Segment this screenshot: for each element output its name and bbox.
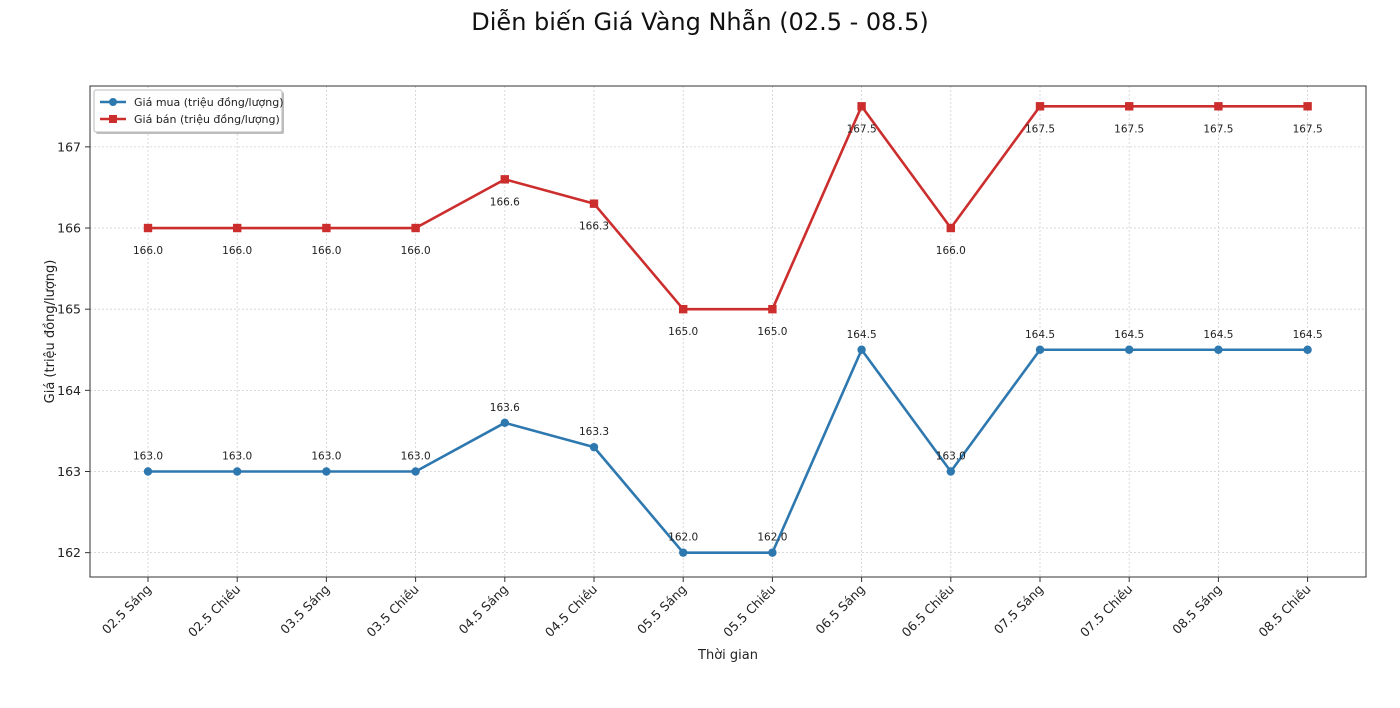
data-label: 167.5 (1114, 123, 1144, 135)
data-label: 163.0 (401, 450, 431, 462)
data-point-sell (1303, 102, 1312, 111)
data-point-buy (679, 548, 688, 557)
legend-marker-circle (109, 98, 117, 106)
x-tick-label: 02.5 Chiều (185, 582, 243, 640)
series-line-1 (148, 104, 1308, 311)
data-point-sell (1214, 102, 1223, 111)
x-tick-label: 06.5 Chiều (899, 582, 957, 640)
data-label: 164.5 (1293, 329, 1323, 341)
y-tick-label: 163 (57, 464, 81, 479)
data-point-buy (143, 467, 153, 476)
data-label: 164.5 (1025, 329, 1055, 341)
data-point-sell (233, 223, 242, 233)
data-label: 164.5 (1114, 329, 1144, 341)
data-point-sell (589, 199, 599, 208)
x-tick-label: 06.5 Sáng (812, 582, 867, 637)
data-label: 163.0 (936, 450, 966, 462)
x-tick-label: 07.5 Chiều (1077, 582, 1135, 640)
data-point-buy (1035, 345, 1045, 354)
data-point-buy (946, 467, 955, 476)
legend-box (93, 89, 283, 133)
y-tick-label: 166 (57, 221, 81, 236)
y-axis-label: Giá (triệu đồng/lượng) (43, 260, 58, 404)
data-label: 167.5 (1203, 123, 1233, 135)
data-label: 167.5 (1293, 123, 1323, 135)
y-tick-label: 165 (57, 302, 81, 317)
x-tick-label: 03.5 Chiều (363, 582, 421, 640)
legend-entry: Giá bán (triệu đồng/lượng) (134, 113, 280, 126)
data-label: 165.0 (668, 326, 698, 338)
data-point-buy (589, 442, 599, 452)
data-point-buy (233, 467, 242, 476)
data-point-sell (411, 223, 420, 233)
data-label: 163.0 (222, 450, 252, 462)
data-point-buy (1125, 345, 1134, 354)
data-label: 162.0 (757, 532, 787, 544)
data-point-sell (946, 223, 955, 233)
data-point-sell (857, 102, 866, 111)
data-label: 163.0 (311, 450, 341, 462)
data-point-sell (143, 223, 153, 233)
data-point-buy (1214, 345, 1223, 354)
data-point-sell (768, 304, 777, 314)
legend-entry: Giá mua (triệu đồng/lượng) (134, 96, 284, 109)
data-label: 166.6 (490, 196, 520, 208)
data-point-buy (768, 548, 777, 557)
data-label: 162.0 (668, 532, 698, 544)
x-tick-label: 08.5 Sáng (1169, 582, 1224, 637)
x-tick-label: 03.5 Sáng (277, 582, 332, 637)
data-label: 164.5 (1203, 329, 1233, 341)
plot-frame (89, 85, 1367, 578)
data-label: 166.0 (401, 245, 431, 257)
data-label: 164.5 (847, 329, 877, 341)
data-point-buy (500, 418, 509, 428)
data-label: 166.0 (936, 245, 966, 257)
x-axis-label: Thời gian (697, 648, 758, 663)
data-point-sell (679, 304, 688, 314)
data-label: 163.0 (133, 450, 163, 462)
y-tick-label: 164 (57, 383, 81, 398)
data-point-sell (322, 223, 331, 233)
series-line-0 (148, 348, 1308, 554)
data-label: 166.0 (133, 245, 163, 257)
data-point-buy (411, 467, 420, 476)
x-tick-label: 08.5 Chiều (1255, 582, 1313, 640)
data-label: 163.6 (490, 402, 520, 414)
x-tick-label: 02.5 Sáng (99, 582, 154, 637)
data-point-buy (857, 345, 866, 354)
data-point-buy (1303, 345, 1312, 354)
data-label: 166.0 (222, 245, 252, 257)
data-point-sell (1125, 102, 1134, 111)
data-label: 165.0 (757, 326, 787, 338)
data-point-sell (500, 175, 509, 184)
x-tick-label: 04.5 Sáng (456, 582, 511, 637)
y-tick-label: 167 (57, 139, 81, 154)
x-tick-label: 04.5 Chiều (542, 582, 600, 640)
data-label: 163.3 (579, 426, 609, 438)
x-tick-label: 05.5 Chiều (720, 582, 778, 640)
data-label: 166.0 (311, 245, 341, 257)
data-point-sell (1035, 102, 1045, 111)
data-label: 166.3 (579, 221, 609, 233)
data-label: 167.5 (847, 123, 877, 135)
x-tick-label: 07.5 Sáng (991, 582, 1046, 637)
data-point-buy (322, 467, 331, 476)
chart-title: Diễn biến Giá Vàng Nhẫn (02.5 - 08.5) (471, 8, 929, 36)
legend-marker-square (109, 115, 117, 123)
x-tick-label: 05.5 Sáng (634, 582, 689, 637)
data-label: 167.5 (1025, 123, 1055, 135)
y-tick-label: 162 (57, 545, 81, 560)
